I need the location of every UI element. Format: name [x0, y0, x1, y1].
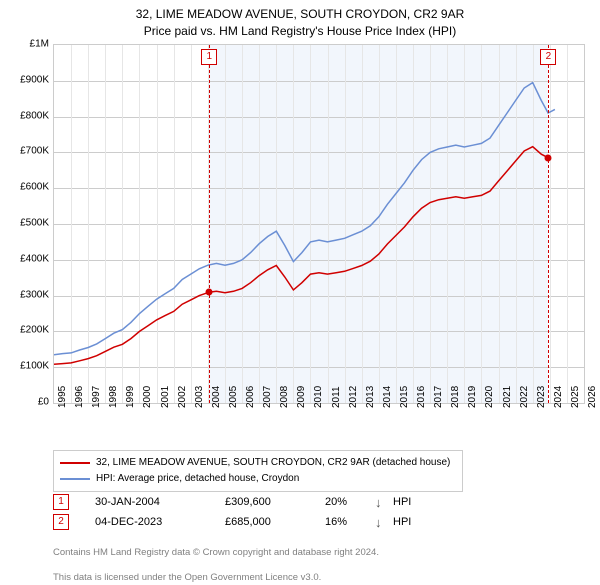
x-axis-label: 1997	[91, 386, 102, 408]
x-axis-label: 2021	[502, 386, 513, 408]
x-axis-label: 2014	[382, 386, 393, 408]
legend-label: 32, LIME MEADOW AVENUE, SOUTH CROYDON, C…	[96, 455, 450, 471]
x-axis-label: 2023	[536, 386, 547, 408]
transaction-price: £309,600	[225, 496, 325, 508]
transaction-price: £685,000	[225, 516, 325, 528]
series-line-price_paid	[54, 147, 548, 365]
y-axis-label: £1M	[30, 39, 49, 50]
transaction-date: 30-JAN-2004	[95, 496, 225, 508]
plot-area: 12	[53, 44, 585, 404]
transaction-marker: 1	[53, 494, 69, 510]
x-axis-label: 2011	[331, 386, 342, 408]
marker-dot	[206, 289, 213, 296]
x-axis-label: 2017	[433, 386, 444, 408]
transaction-hpi-label: HPI	[393, 516, 423, 528]
y-axis-label: £600K	[20, 182, 49, 193]
x-axis-label: 1999	[125, 386, 136, 408]
chart: 12 £0£100K£200K£300K£400K£500K£600K£700K…	[8, 44, 592, 444]
chart-subtitle: Price paid vs. HM Land Registry's House …	[0, 23, 600, 40]
x-axis-label: 1995	[57, 386, 68, 408]
marker-label: 2	[540, 49, 556, 65]
x-axis-label: 2026	[587, 386, 598, 408]
x-axis-label: 2008	[279, 386, 290, 408]
down-arrow-icon: ↓	[375, 495, 393, 510]
chart-title: 32, LIME MEADOW AVENUE, SOUTH CROYDON, C…	[0, 6, 600, 23]
transaction-marker: 2	[53, 514, 69, 530]
x-axis-label: 2022	[519, 386, 530, 408]
marker-line	[548, 45, 549, 403]
x-axis-label: 2019	[467, 386, 478, 408]
marker-label: 1	[201, 49, 217, 65]
y-axis-label: £300K	[20, 289, 49, 300]
x-axis-label: 2004	[211, 386, 222, 408]
x-axis-label: 2012	[348, 386, 359, 408]
x-axis-label: 2025	[570, 386, 581, 408]
x-axis-label: 1996	[74, 386, 85, 408]
x-axis-label: 2013	[365, 386, 376, 408]
legend-swatch	[60, 478, 90, 480]
y-axis-label: £100K	[20, 361, 49, 372]
x-axis-label: 2005	[228, 386, 239, 408]
transaction-pct: 16%	[325, 516, 375, 528]
x-axis-label: 2006	[245, 386, 256, 408]
legend-label: HPI: Average price, detached house, Croy…	[96, 471, 299, 487]
x-axis-label: 2010	[313, 386, 324, 408]
transaction-date: 04-DEC-2023	[95, 516, 225, 528]
series-line-hpi	[54, 83, 555, 355]
footer-line: Contains HM Land Registry data © Crown c…	[53, 547, 379, 558]
y-axis-label: £700K	[20, 146, 49, 157]
legend-item: 32, LIME MEADOW AVENUE, SOUTH CROYDON, C…	[60, 455, 456, 471]
transaction-row: 1 30-JAN-2004 £309,600 20% ↓ HPI	[53, 492, 423, 512]
y-axis-label: £200K	[20, 325, 49, 336]
y-axis-label: £900K	[20, 74, 49, 85]
x-axis-label: 2003	[194, 386, 205, 408]
down-arrow-icon: ↓	[375, 515, 393, 530]
legend-item: HPI: Average price, detached house, Croy…	[60, 471, 456, 487]
legend: 32, LIME MEADOW AVENUE, SOUTH CROYDON, C…	[53, 450, 463, 492]
x-axis-label: 2024	[553, 386, 564, 408]
marker-line	[209, 45, 210, 403]
y-axis-label: £400K	[20, 253, 49, 264]
footer-line: This data is licensed under the Open Gov…	[53, 572, 321, 583]
x-axis-label: 2000	[142, 386, 153, 408]
transaction-hpi-label: HPI	[393, 496, 423, 508]
y-axis-label: £0	[38, 397, 49, 408]
y-axis-label: £500K	[20, 218, 49, 229]
x-axis-label: 2007	[262, 386, 273, 408]
transaction-row: 2 04-DEC-2023 £685,000 16% ↓ HPI	[53, 512, 423, 532]
x-axis-label: 2015	[399, 386, 410, 408]
x-axis-label: 2001	[160, 386, 171, 408]
x-axis-label: 1998	[108, 386, 119, 408]
transaction-pct: 20%	[325, 496, 375, 508]
x-axis-label: 2016	[416, 386, 427, 408]
y-axis-label: £800K	[20, 110, 49, 121]
legend-swatch	[60, 462, 90, 464]
x-axis-label: 2018	[450, 386, 461, 408]
x-axis-label: 2002	[177, 386, 188, 408]
x-axis-label: 2020	[484, 386, 495, 408]
transaction-table: 1 30-JAN-2004 £309,600 20% ↓ HPI 2 04-DE…	[53, 492, 423, 532]
marker-dot	[545, 154, 552, 161]
x-axis-label: 2009	[296, 386, 307, 408]
